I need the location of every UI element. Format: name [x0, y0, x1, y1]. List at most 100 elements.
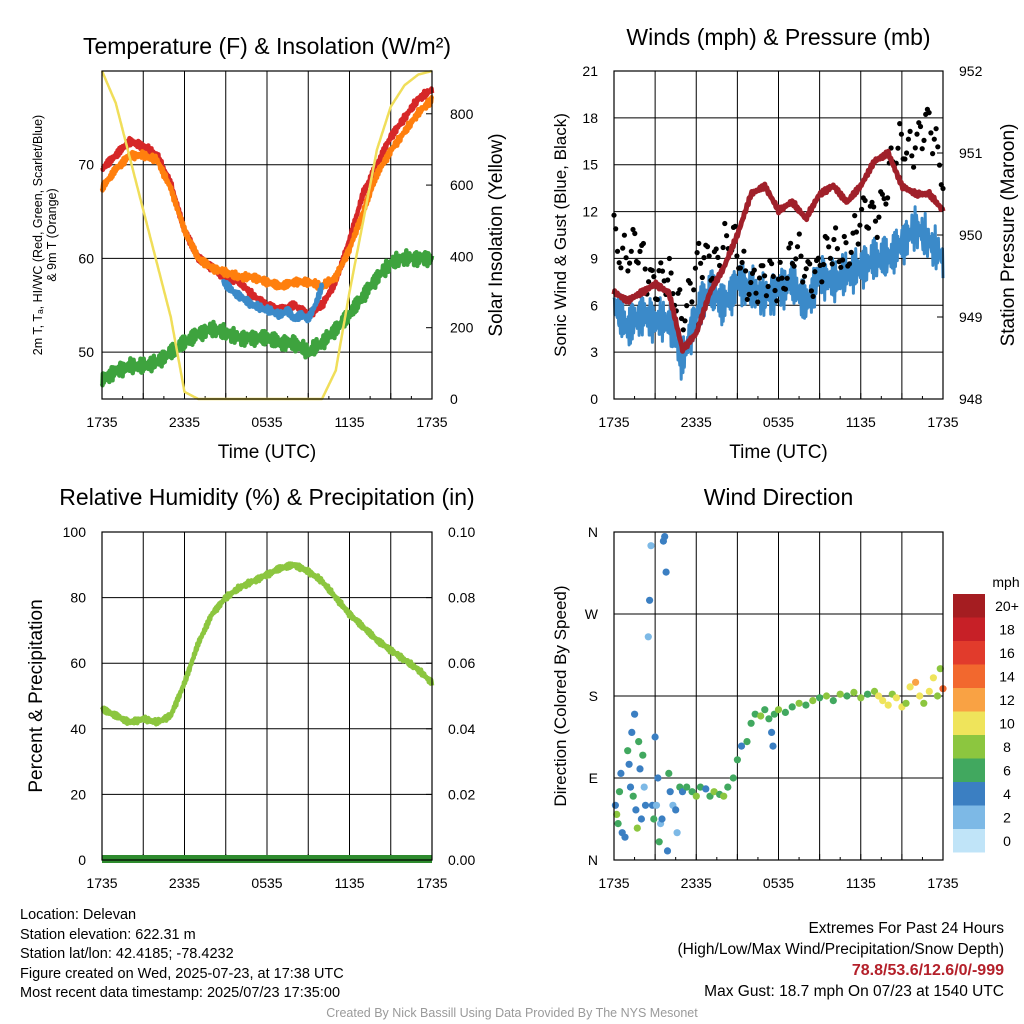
x-tick-label: 1735	[416, 875, 447, 891]
direction-point	[933, 692, 942, 700]
x-tick-label: 0535	[763, 875, 794, 891]
gust-point	[911, 164, 917, 170]
direction-point	[621, 833, 629, 841]
direction-point	[892, 694, 901, 702]
gust-point	[753, 290, 759, 296]
y-tick-label: 0	[78, 852, 86, 868]
gust-point	[926, 110, 932, 116]
direction-point	[637, 815, 646, 823]
gust-point	[696, 240, 702, 246]
figure-created: Figure created on Wed, 2025-07-23, at 17…	[20, 965, 344, 982]
x-tick-label: 1735	[86, 414, 117, 430]
gust-point	[704, 244, 711, 250]
gust-point	[621, 232, 628, 238]
gust-point	[746, 291, 752, 297]
gust-point	[762, 273, 768, 279]
gust-point	[668, 270, 674, 276]
gust-point	[931, 136, 937, 142]
y-tick-label: 12	[582, 204, 598, 220]
direction-point	[635, 738, 643, 746]
colorbar-swatch	[953, 641, 985, 665]
direction-point	[663, 847, 672, 855]
gust-point	[654, 296, 660, 303]
gust-point	[848, 249, 854, 255]
direction-point	[688, 788, 696, 796]
direction-point	[816, 694, 824, 702]
station-elevation: Station elevation: 622.31 m	[20, 926, 196, 943]
y-tick-label: 60	[70, 655, 86, 671]
direction-point	[636, 765, 644, 773]
colorbar-label: 16	[999, 645, 1015, 661]
chart-1: 1735 2335 0535 1135 1735 Temperature (F) & In…	[31, 33, 507, 463]
colorbar-label: 8	[1003, 739, 1011, 755]
y2-tick-label: 600	[450, 177, 474, 193]
direction-point	[617, 769, 625, 778]
chart-4: 1735 2335 0535 1135 1735 Wind Direction N E S W N D…	[551, 484, 1020, 891]
series-line	[220, 278, 325, 324]
direction-point	[655, 838, 663, 846]
gust-point	[772, 287, 778, 294]
extremes-values: 78.8/53.6/12.6/0/-999	[851, 962, 1004, 979]
direction-point	[761, 706, 769, 714]
colorbar-swatch	[953, 735, 985, 759]
y2-tick-label: 951	[959, 145, 983, 161]
gust-point	[755, 299, 761, 305]
direction-point	[836, 690, 844, 698]
y-tick-label: N	[588, 852, 598, 868]
direction-point	[795, 699, 803, 707]
gust-point	[834, 246, 841, 252]
direction-point	[781, 708, 790, 717]
x-tick-label: 1735	[86, 875, 117, 891]
gust-point	[701, 255, 707, 261]
colorbar-swatch	[953, 782, 985, 806]
y-tick-label: 100	[63, 524, 87, 540]
direction-point	[936, 665, 944, 673]
y2-tick-label: 400	[450, 248, 474, 264]
colorbar-unit: mph	[992, 574, 1019, 590]
gust-point	[879, 191, 886, 197]
humidity-line	[100, 561, 435, 727]
y-tick-label: 3	[590, 344, 598, 360]
direction-point	[615, 788, 624, 796]
gust-point	[724, 233, 730, 239]
gust-point	[815, 255, 821, 261]
direction-point	[644, 633, 652, 641]
y2-tick-label: 0.02	[448, 786, 475, 802]
chart-title: Winds (mph) & Pressure (mb)	[626, 24, 930, 50]
x-tick-label: 1735	[598, 414, 629, 430]
gust-point	[779, 275, 785, 281]
colorbar-swatch	[953, 829, 985, 853]
gust-point	[666, 255, 673, 262]
gust-point	[812, 269, 818, 275]
x-tick-label: 2335	[681, 875, 712, 891]
gust-point	[895, 145, 901, 151]
y-tick-label: 80	[70, 590, 86, 606]
gust-point	[737, 265, 744, 271]
direction-point	[864, 690, 872, 698]
direction-point	[633, 824, 641, 832]
gust-point	[743, 268, 749, 274]
y-axis-label: 2m T, Tₐ, HI/WC (Red, Green, Scarlet/Blu…	[31, 115, 45, 355]
x-tick-label: 0535	[251, 414, 282, 430]
gust-point	[689, 299, 695, 305]
direction-point	[631, 710, 639, 718]
colorbar-swatch	[953, 758, 985, 782]
gust-point	[874, 234, 880, 240]
colorbar-label: 0	[1003, 833, 1011, 849]
gust-point	[803, 266, 809, 272]
direction-point	[683, 783, 691, 791]
gust-point	[800, 279, 806, 285]
y2-tick-label: 948	[959, 391, 983, 407]
gust-point	[706, 253, 712, 259]
gust-point	[857, 222, 863, 228]
gust-point	[831, 236, 837, 243]
colorbar-label: 20+	[995, 598, 1019, 614]
direction-point	[743, 738, 751, 746]
gust-point	[620, 245, 626, 251]
credit-line: Created By Nick Bassill Using Data Provi…	[326, 1006, 698, 1020]
y-tick-label: 0	[590, 391, 598, 407]
direction-point	[822, 692, 831, 700]
y-tick-label: E	[589, 770, 598, 786]
gust-point	[616, 260, 622, 266]
gust-point	[717, 262, 723, 269]
